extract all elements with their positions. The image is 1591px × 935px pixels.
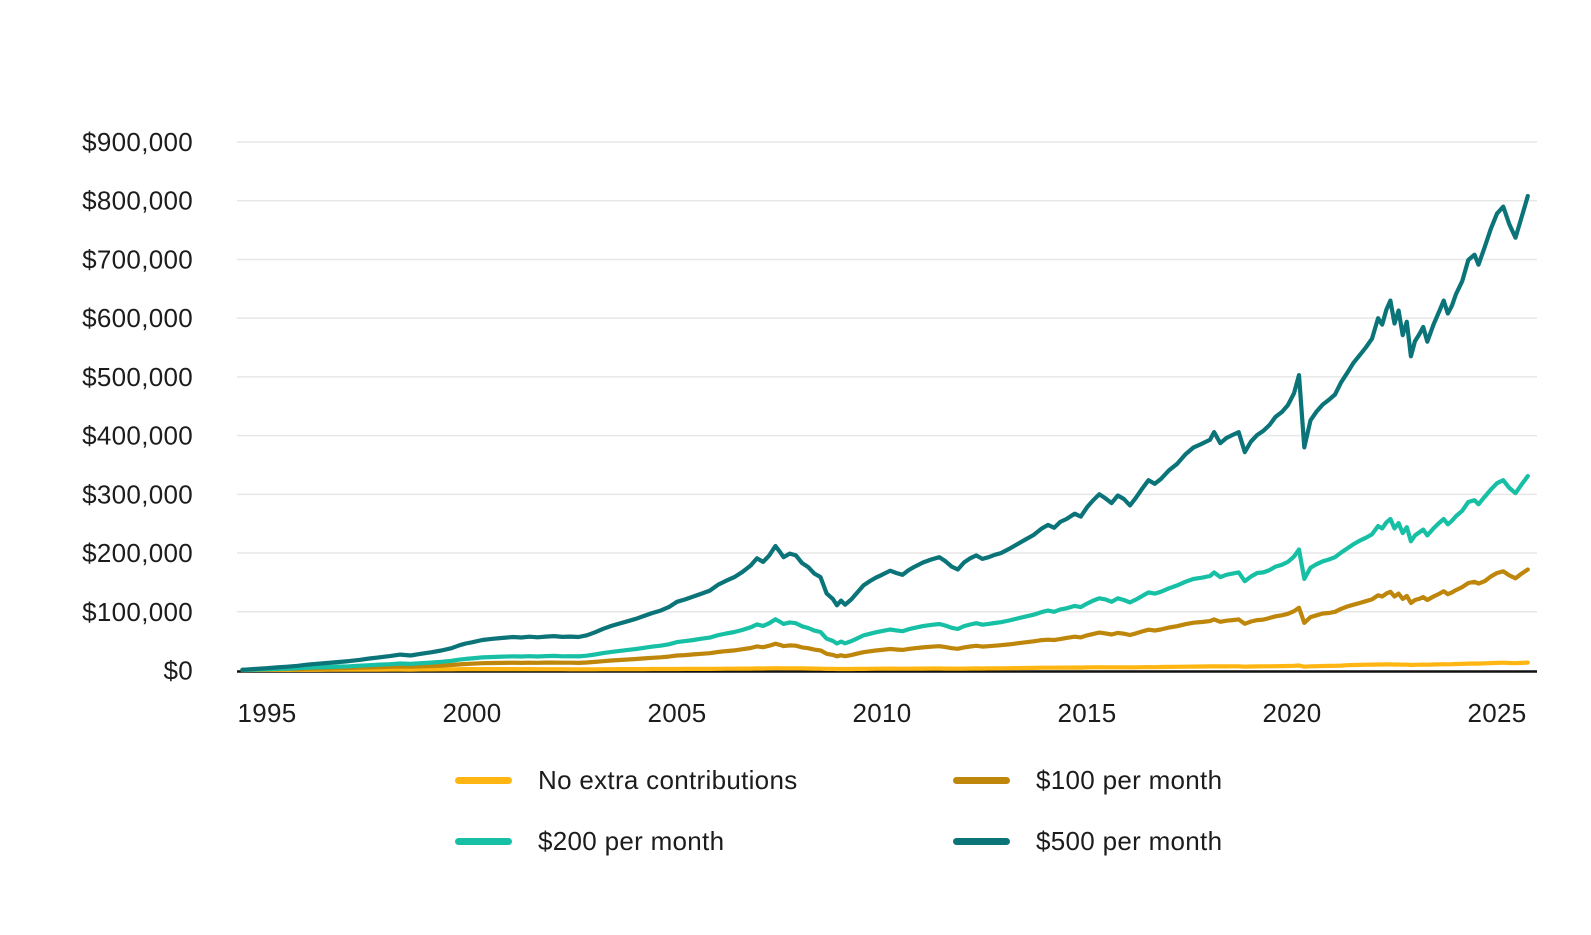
y-axis-tick-labels: $0 $100,000 $200,000 $300,000 $400,000 $500,0… xyxy=(82,127,193,685)
series-line-100-per-month xyxy=(240,567,1530,672)
y-tick-label: $500,000 xyxy=(82,362,193,392)
y-tick-label: $0 xyxy=(163,656,193,686)
x-tick-label: 2010 xyxy=(852,698,911,728)
y-tick-label: $200,000 xyxy=(82,538,193,568)
y-tick-label: $900,000 xyxy=(82,127,193,157)
y-gridlines xyxy=(237,141,1537,613)
y-tick-label: $100,000 xyxy=(82,597,193,627)
y-tick-label: $600,000 xyxy=(82,303,193,333)
x-axis-tick-labels: 1995 2000 2005 2010 2015 2020 2025 xyxy=(237,698,1526,728)
x-tick-label: 2005 xyxy=(647,698,706,728)
series-line-500-per-month xyxy=(240,193,1530,672)
x-tick-label: 1995 xyxy=(237,698,296,728)
x-tick-label: 2020 xyxy=(1262,698,1321,728)
x-tick-label: 2000 xyxy=(442,698,501,728)
x-tick-label: 2015 xyxy=(1057,698,1116,728)
y-tick-label: $800,000 xyxy=(82,186,193,216)
series-line-200-per-month xyxy=(240,474,1530,672)
y-tick-label: $700,000 xyxy=(82,244,193,274)
series-line-no-extra-contributions xyxy=(240,660,1530,673)
y-tick-label: $300,000 xyxy=(82,479,193,509)
y-tick-label: $400,000 xyxy=(82,421,193,451)
x-tick-label: 2025 xyxy=(1467,698,1526,728)
